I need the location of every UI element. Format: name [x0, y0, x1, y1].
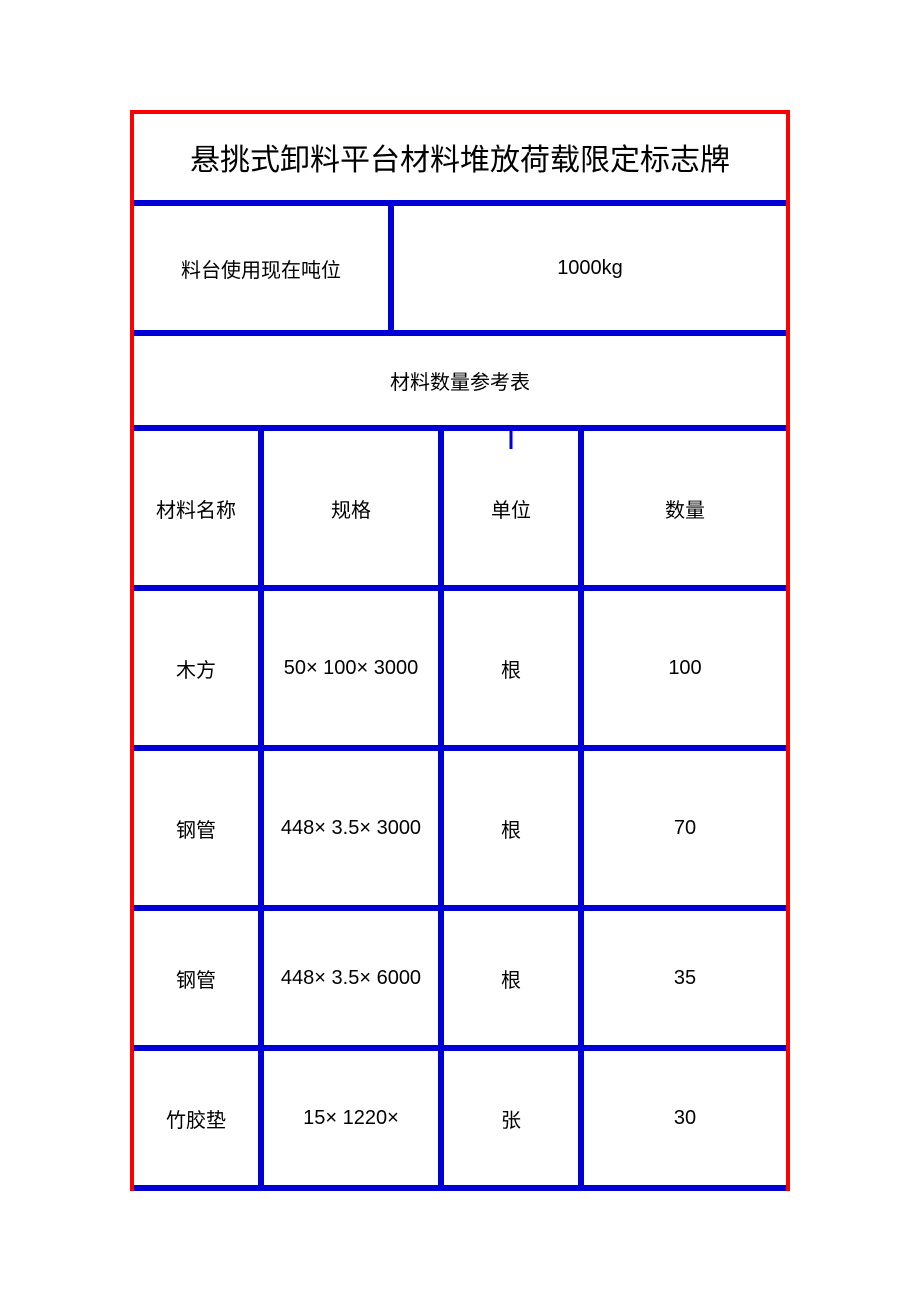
cell-spec: 448× 3.5× 6000	[264, 911, 444, 1045]
table-row: 钢管 448× 3.5× 3000 根 70	[134, 751, 786, 911]
table-header-row: 材料名称 规格 单位 数量	[134, 431, 786, 591]
tonnage-label: 料台使用现在吨位	[134, 206, 394, 330]
table-row: 钢管 448× 3.5× 6000 根 35	[134, 911, 786, 1051]
cell-unit: 根	[444, 751, 584, 905]
cell-spec: 15× 1220×	[264, 1051, 444, 1185]
table-row: 竹胶垫 15× 1220× 张 30	[134, 1051, 786, 1191]
cell-material: 钢管	[134, 911, 264, 1045]
cell-qty: 35	[584, 911, 786, 1045]
cell-qty: 30	[584, 1051, 786, 1185]
reference-table-title: 材料数量参考表	[134, 336, 786, 431]
col-header-unit: 单位	[444, 431, 584, 585]
col-header-spec: 规格	[264, 431, 444, 585]
sign-title: 悬挑式卸料平台材料堆放荷载限定标志牌	[134, 114, 786, 206]
cell-qty: 100	[584, 591, 786, 745]
cell-unit: 根	[444, 591, 584, 745]
cell-spec: 448× 3.5× 3000	[264, 751, 444, 905]
col-header-qty: 数量	[584, 431, 786, 585]
col-header-unit-text: 单位	[491, 494, 531, 523]
cell-unit: 张	[444, 1051, 584, 1185]
col-header-material: 材料名称	[134, 431, 264, 585]
cell-material: 木方	[134, 591, 264, 745]
table-row: 木方 50× 100× 3000 根 100	[134, 591, 786, 751]
tonnage-value: 1000kg	[394, 206, 786, 330]
cell-spec: 50× 100× 3000	[264, 591, 444, 745]
cell-material: 钢管	[134, 751, 264, 905]
cell-qty: 70	[584, 751, 786, 905]
load-limit-sign: 悬挑式卸料平台材料堆放荷载限定标志牌 料台使用现在吨位 1000kg 材料数量参…	[130, 110, 790, 1191]
cell-material: 竹胶垫	[134, 1051, 264, 1185]
tonnage-row: 料台使用现在吨位 1000kg	[134, 206, 786, 336]
border-artifact	[510, 431, 513, 449]
cell-unit: 根	[444, 911, 584, 1045]
